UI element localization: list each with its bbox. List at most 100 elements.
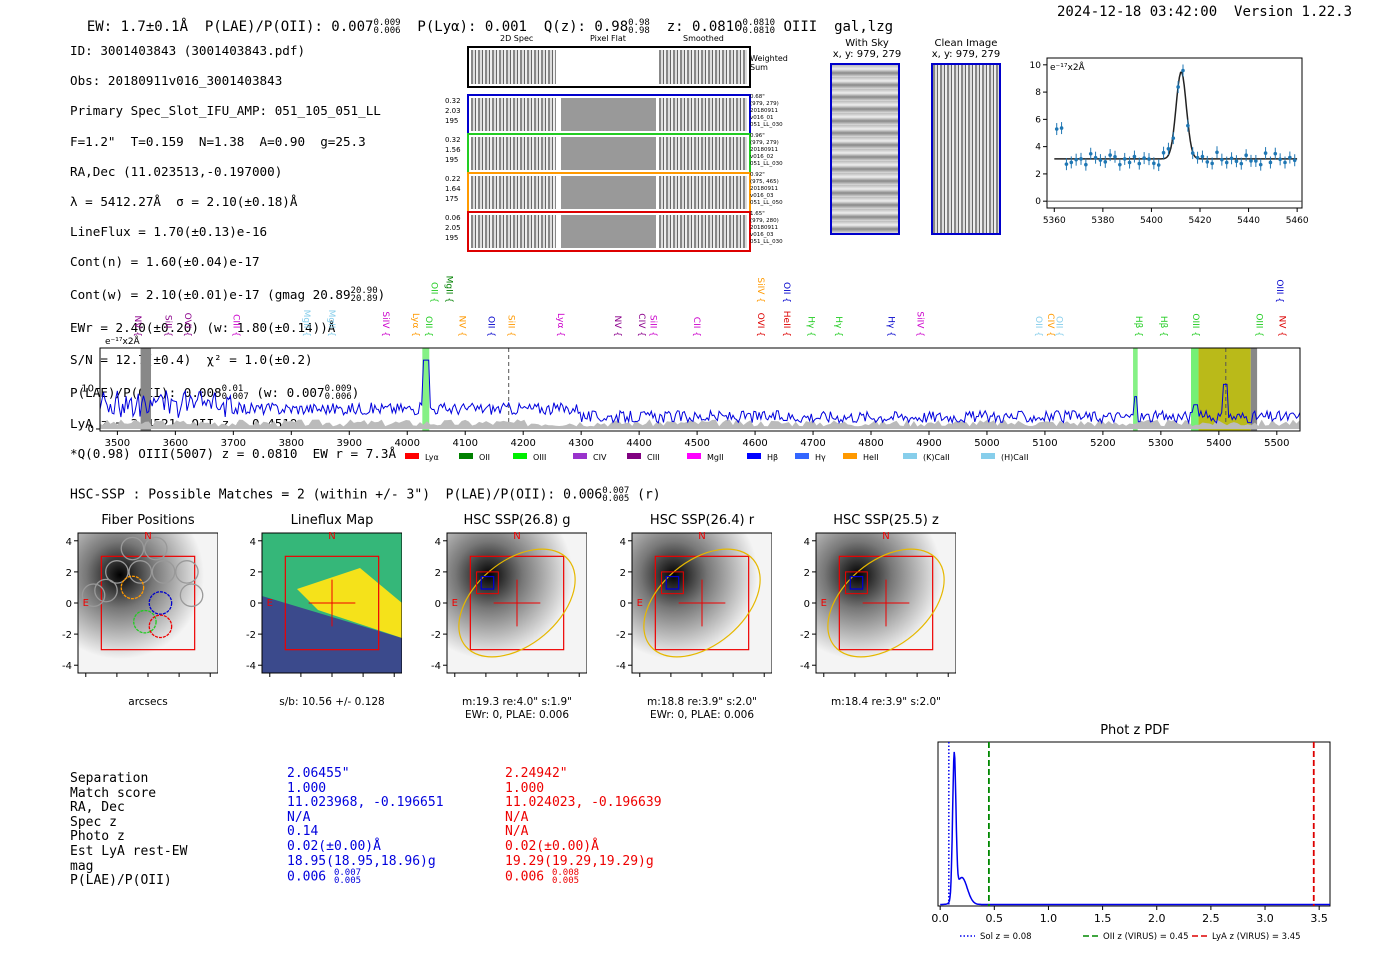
line-fit-frame [1046, 57, 1303, 209]
counterpart-box-red [476, 571, 499, 595]
info-plae-hi: 0.01 [221, 384, 244, 395]
fit-data-point [1098, 158, 1103, 162]
x-tick-label: -4 [450, 679, 460, 680]
cutout-stat: 195 [445, 117, 459, 125]
cutout-2dspec [471, 176, 556, 209]
legend-swatch [627, 453, 641, 459]
x-tick-label: -2 [850, 679, 860, 680]
spec-xtick-label: 4900 [916, 438, 941, 449]
match-row-label: RA, Dec [70, 800, 125, 816]
cutout-2dspec [471, 98, 556, 131]
fit-data-point [1239, 161, 1244, 166]
spec-line-label: OVI { [755, 313, 765, 337]
fit-data-point [1220, 157, 1224, 162]
y-tick-label: 4 [804, 537, 810, 548]
cutout-stat: 175 [445, 195, 459, 203]
info-primary: Primary Spec_Slot_IFU_AMP: 051_105_051_L… [70, 103, 381, 119]
cutout-2dspec [471, 215, 556, 248]
cutout-row-meta: 0.68" (979, 279) 20180911 v016_01 051_LL_030 [750, 94, 783, 129]
fit-data-point [1137, 161, 1142, 166]
y-tick-label: 4 [250, 537, 256, 548]
east-label: E [452, 598, 458, 609]
fit-ytick-label: 2 [1035, 170, 1041, 180]
fit-data-point [1278, 157, 1282, 162]
cutout-meta-line: 20180911 [750, 225, 778, 231]
cutout-row-meta: 0.92" (975, 465) 20180911 v016_03 051_LL_050 [750, 172, 783, 207]
spec-xtick-label: 3500 [105, 438, 130, 449]
spec-line-label: NV { [1277, 316, 1287, 337]
legend-swatch [981, 453, 995, 459]
col-smoothed-title: Smoothed [683, 34, 724, 43]
x-tick-label: -2 [112, 679, 122, 680]
cutout-meta-line: (979, 280) [750, 218, 779, 224]
header-datetime: 2024-12-18 03:42:00 [1057, 4, 1218, 20]
spec-line-label: Hγ { [805, 316, 815, 337]
match-row-label: Est LyA rest-EW [70, 843, 188, 859]
fit-data-point [1161, 150, 1166, 155]
north-label: N [513, 531, 520, 542]
spec-ytick-label: 10 [81, 383, 94, 394]
hsc-caption-1: arcsecs [128, 696, 168, 708]
match-value: 18.95(18.95,18.96)g [287, 853, 436, 869]
x-tick-label: 0 [329, 679, 335, 680]
info-lineflux: LineFlux = 1.70(±0.13)e-16 [70, 224, 268, 240]
hsc-summary-hi: 0.007 [602, 486, 630, 496]
match-row-label: Match score [70, 785, 157, 801]
fit-ytick-label: 8 [1035, 88, 1041, 98]
y-tick-label: 4 [620, 537, 626, 548]
aperture-box [838, 555, 934, 651]
spec-line-label: Lyα { [410, 313, 420, 337]
match-2-column: 2.24942" 1.000 11.024023, -0.196639 N/A N/A 0… [505, 766, 662, 885]
cutout-meta-line: 0.68" [750, 94, 765, 100]
x-tick-label: 2 [360, 679, 366, 680]
spec-xtick-label: 4500 [684, 438, 709, 449]
photz-pdf-line [940, 751, 1330, 906]
flux-line [99, 359, 1301, 425]
y-tick-label: -4 [616, 661, 626, 672]
cutout-stat: 195 [445, 156, 459, 164]
fit-xtick-label: 5400 [1140, 216, 1163, 226]
spec-line-label: Hγ { [833, 316, 843, 337]
counterpart-box [480, 575, 495, 590]
cutout-meta-line: v016_03 [750, 232, 774, 238]
fit-data-point [1103, 160, 1108, 164]
fit-data-point [1258, 162, 1263, 167]
hsc-panel-image: N E -4 -4 -2 -2 0 0 2 2 4 4 [800, 531, 956, 680]
hsc-summary: HSC-SSP : Possible Matches = 2 (within +… [70, 486, 661, 504]
y-tick-label: -2 [616, 630, 626, 641]
cutout-row-stats: 0.32 1.56 195 [445, 135, 461, 165]
cutout-smoothed [659, 98, 747, 131]
photz-xtick-label: 0.0 [931, 912, 949, 925]
match-row-label: Spec z [70, 814, 117, 830]
north-label: N [144, 531, 151, 542]
match-row-label: P(LAE)/P(OII) [70, 873, 172, 889]
y-tick-label: 0 [66, 599, 72, 610]
hsc-caption-2: EWr: 0, PLAE: 0.006 [649, 709, 755, 721]
match-row-label: Separation [70, 771, 149, 786]
legend-label: (H)CaII [1001, 453, 1028, 462]
fit-xtick-label: 5460 [1286, 216, 1309, 226]
spec-line-label: SiIV { [755, 277, 765, 303]
clean-image-title: Clean Image x, y: 979, 279 [928, 38, 1004, 60]
with-sky-title: With Sky x, y: 979, 279 [832, 38, 902, 60]
photz-xtick-label: 3.0 [1256, 912, 1274, 925]
photz-xtick-label: 2.0 [1148, 912, 1166, 925]
y-tick-label: -4 [800, 661, 810, 672]
fiber-circle [143, 536, 168, 561]
x-tick-label: 0 [883, 679, 889, 680]
legend-swatch [903, 453, 917, 459]
east-label: E [267, 598, 273, 609]
legend-label: Lyα [425, 453, 439, 462]
cutout-stat: 0.32 [445, 136, 461, 144]
hsc-panel-title: HSC SSP(26.8) g [463, 513, 571, 528]
fit-data-point [1142, 156, 1146, 160]
y-tick-label: -4 [246, 661, 256, 672]
aperture-box [654, 555, 750, 651]
cutout-meta-line: 20180911 [750, 108, 778, 114]
cutout-smoothed [659, 215, 747, 248]
line-fit-chart: 5360 5380 5400 5420 5440 5460 0 2 4 6 8 10 e⁻¹⁷x2Å [1030, 57, 1309, 226]
spec-line-label: NV { [132, 316, 142, 337]
counterpart-box-red [845, 571, 868, 595]
photz-chart: 0.0 0.5 1.0 1.5 2.0 2.5 3.0 3.5 Sol z = 0.08 OII … [931, 741, 1331, 942]
x-tick-label: -4 [81, 679, 91, 680]
